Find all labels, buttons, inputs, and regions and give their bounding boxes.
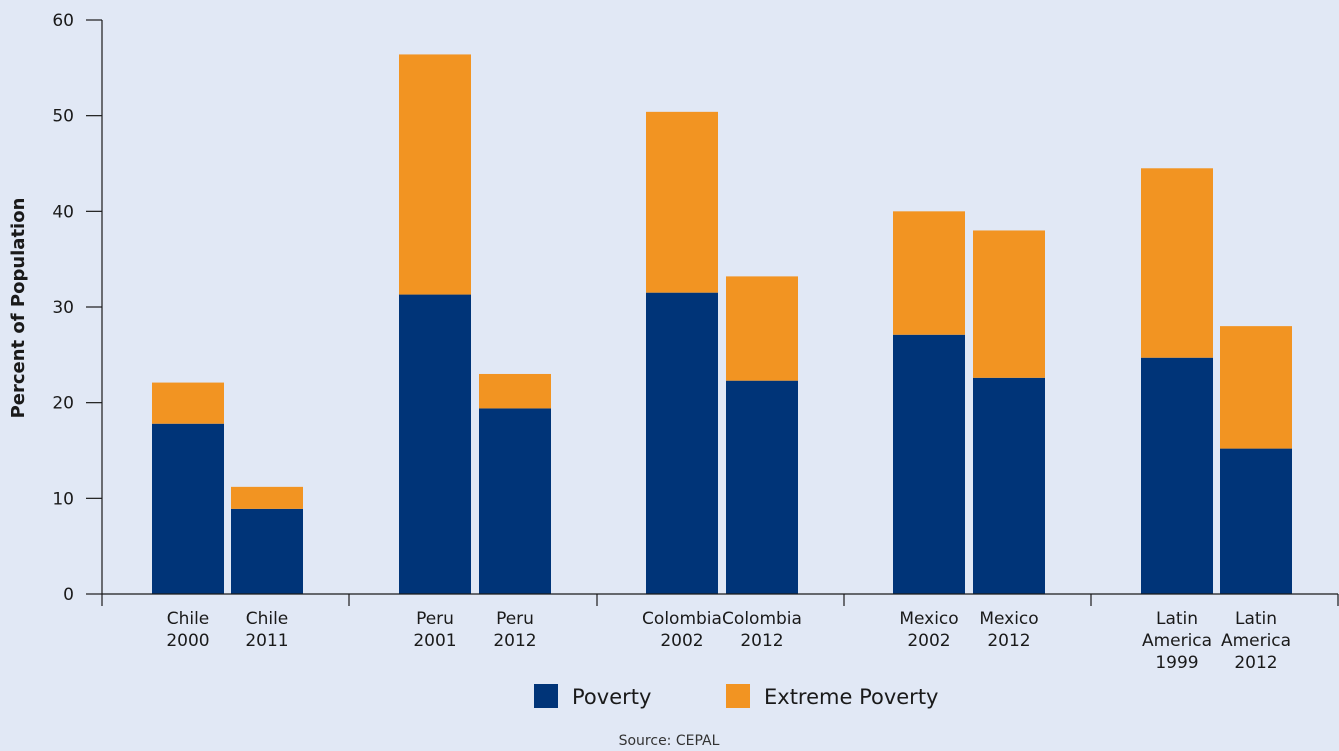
bar-extreme-poverty (479, 373, 551, 409)
y-axis-title: Percent of Population (8, 198, 29, 419)
x-category-label-line: Colombia (642, 609, 722, 629)
bar-extreme-poverty (726, 276, 798, 381)
y-tick-label: 40 (52, 202, 74, 222)
bar-extreme-poverty (973, 230, 1045, 378)
x-category-label-line: Latin (1156, 609, 1198, 629)
bar-extreme-poverty (646, 111, 718, 293)
x-category-label-line: Latin (1235, 609, 1277, 629)
legend-label-poverty: Poverty (572, 685, 651, 709)
x-category-label: Peru 2012 (493, 609, 536, 651)
source-note: Source: CEPAL (619, 733, 720, 749)
bar-poverty (152, 423, 224, 594)
x-category-label-line: Peru (496, 609, 534, 629)
x-category-label: Peru 2001 (413, 609, 456, 651)
x-category-label-line: America (1221, 631, 1291, 651)
x-category-label-line: Mexico (979, 609, 1038, 629)
x-category-label-line: 2002 (660, 631, 703, 651)
legend-label-extreme-poverty: Extreme Poverty (764, 685, 938, 709)
bar-poverty (479, 408, 551, 594)
x-category-label-line: Colombia (722, 609, 802, 629)
x-category-label: Chile 2011 (245, 609, 288, 651)
bar-extreme-poverty (893, 211, 965, 335)
y-tick-label: 0 (63, 585, 74, 605)
x-category-label-line: Peru (416, 609, 454, 629)
x-category-label: Mexico 2002 (899, 609, 958, 651)
y-tick-label: 30 (52, 298, 74, 318)
x-category-label-line: 2012 (1234, 653, 1277, 673)
x-category-label: Colombia 2002 (642, 609, 722, 651)
bar-extreme-poverty (231, 486, 303, 509)
x-category-label-line: 1999 (1155, 653, 1198, 673)
x-category-label: Latin America 1999 (1142, 609, 1212, 673)
bar-extreme-poverty (1220, 326, 1292, 449)
y-tick-labels: 0 10 20 30 40 50 60 (52, 11, 74, 605)
x-category-label: Chile 2000 (166, 609, 209, 651)
y-tick-label: 20 (52, 394, 74, 414)
x-category-label-line: 2012 (740, 631, 783, 651)
x-category-label-line: Chile (246, 609, 289, 629)
x-category-label-line: 2002 (907, 631, 950, 651)
x-category-label-line: 2012 (987, 631, 1030, 651)
x-category-label-line: Mexico (899, 609, 958, 629)
legend: Poverty Extreme Poverty (534, 684, 938, 709)
x-category-label-line: 2001 (413, 631, 456, 651)
y-tick-label: 50 (52, 107, 74, 127)
x-category-label-line: America (1142, 631, 1212, 651)
x-category-label-line: Chile (167, 609, 210, 629)
bar-extreme-poverty (399, 54, 471, 295)
x-category-label: Mexico 2012 (979, 609, 1038, 651)
bar-poverty (726, 380, 798, 594)
bar-poverty (646, 292, 718, 594)
bar-extreme-poverty (1141, 168, 1213, 358)
x-category-label-line: 2012 (493, 631, 536, 651)
axes (86, 19, 1339, 606)
x-category-label: Latin America 2012 (1221, 609, 1291, 673)
bar-poverty (973, 377, 1045, 594)
bar-poverty (231, 508, 303, 594)
bar-poverty (893, 334, 965, 594)
y-tick-label: 10 (52, 489, 74, 509)
bar-poverty (1141, 357, 1213, 594)
y-tick-label: 60 (52, 11, 74, 31)
bar-extreme-poverty (152, 382, 224, 424)
legend-swatch-extreme-poverty (726, 684, 750, 708)
x-category-label-line: 2000 (166, 631, 209, 651)
legend-swatch-poverty (534, 684, 558, 708)
bar-poverty (399, 294, 471, 594)
x-category-label: Colombia 2012 (722, 609, 802, 651)
bar-poverty (1220, 448, 1292, 594)
x-category-label-line: 2011 (245, 631, 288, 651)
bar-marks (152, 54, 1292, 594)
